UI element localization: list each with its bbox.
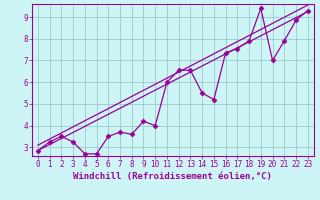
- X-axis label: Windchill (Refroidissement éolien,°C): Windchill (Refroidissement éolien,°C): [73, 172, 272, 181]
